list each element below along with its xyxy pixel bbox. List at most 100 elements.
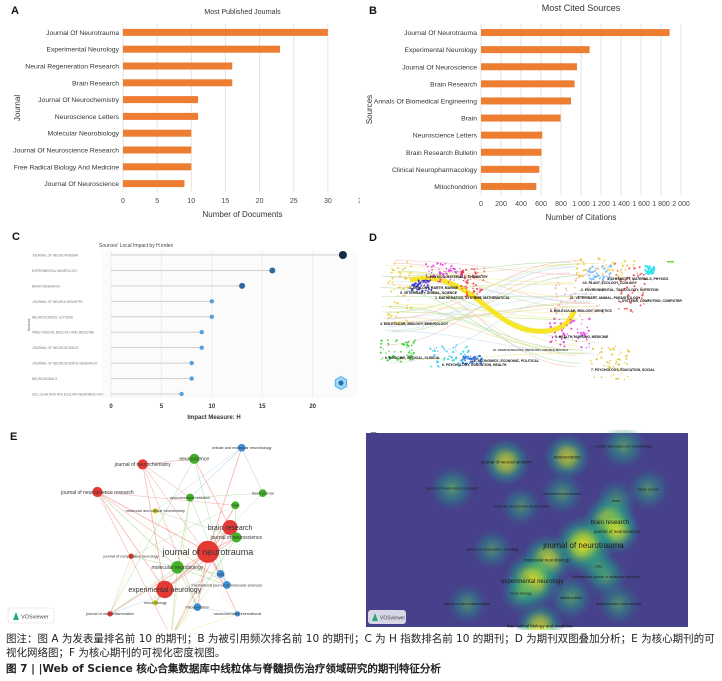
journal-point xyxy=(420,285,422,288)
journal-point xyxy=(430,365,433,368)
network-edge xyxy=(177,497,191,568)
density-node-label: neuroscience xyxy=(554,454,581,459)
journal-point xyxy=(447,281,450,284)
network-node xyxy=(196,540,220,563)
journal-point xyxy=(459,267,461,270)
journal-point xyxy=(633,285,636,288)
y-tick-label: Molecular Neurobiology xyxy=(48,131,120,138)
journal-point xyxy=(615,377,618,381)
journal-point xyxy=(457,364,460,367)
journal-point xyxy=(408,350,411,352)
journal-point xyxy=(597,257,600,260)
journal-point xyxy=(590,362,593,365)
journal-point xyxy=(432,264,435,267)
journal-point xyxy=(601,267,603,269)
y-tick-label: NEUROSCIENCE LETTERS xyxy=(32,315,73,319)
journal-point xyxy=(467,356,470,359)
journal-point xyxy=(461,361,464,364)
journal-point xyxy=(479,359,482,362)
journal-point xyxy=(393,350,396,353)
journal-point xyxy=(396,302,399,305)
journal-point xyxy=(449,267,452,270)
journal-point xyxy=(640,272,643,275)
journal-point xyxy=(382,348,385,350)
journal-point xyxy=(393,262,396,265)
panel-f: Fcellular and molecular neurobiologyjour… xyxy=(360,423,722,651)
journal-point xyxy=(462,350,465,353)
journal-point xyxy=(446,273,448,275)
journal-point xyxy=(430,271,433,274)
journal-point xyxy=(561,307,564,309)
bar xyxy=(481,29,670,37)
network-edge xyxy=(177,566,228,586)
journal-point xyxy=(625,357,628,360)
network-node xyxy=(231,532,242,543)
journal-point xyxy=(601,290,604,292)
journal-point xyxy=(574,279,577,282)
journal-point xyxy=(386,359,389,362)
journal-point xyxy=(566,289,568,292)
network-node-label: neurochemical research xyxy=(170,496,211,500)
journal-point xyxy=(598,304,601,306)
journal-point xyxy=(436,360,438,362)
journal-point xyxy=(590,293,592,295)
journal-point xyxy=(429,276,432,279)
journal-point xyxy=(555,339,557,342)
network-node-label: redox biology xyxy=(144,601,167,605)
citation-link xyxy=(389,305,584,351)
journal-point xyxy=(406,319,408,322)
journal-point xyxy=(618,358,621,361)
journal-point xyxy=(620,351,622,353)
journal-point xyxy=(465,268,468,271)
journal-point xyxy=(470,358,473,360)
journal-point xyxy=(407,298,409,301)
journal-point xyxy=(445,350,448,353)
journal-point xyxy=(620,289,623,293)
journal-point xyxy=(623,378,626,381)
lollipop-dot xyxy=(338,251,347,259)
journal-point xyxy=(405,341,408,344)
journal-point xyxy=(442,272,445,276)
journal-point xyxy=(465,281,468,284)
cluster-label-left: 5. VETERINARY, ANIMAL, SCIENCE xyxy=(400,291,458,295)
journal-point xyxy=(611,269,615,272)
citation-link xyxy=(383,272,571,346)
journal-point xyxy=(563,310,566,312)
network-node xyxy=(156,580,174,599)
journal-point xyxy=(406,347,408,349)
journal-point xyxy=(569,322,572,325)
y-tick-label: CELLULAR AND MOLECULAR NEUROBIOLOGY xyxy=(32,393,104,397)
journal-point xyxy=(379,346,382,349)
journal-point xyxy=(389,315,392,318)
bar xyxy=(123,45,281,53)
bar xyxy=(481,182,537,190)
journal-point xyxy=(632,265,634,267)
journal-point xyxy=(628,298,630,300)
network-node xyxy=(223,581,231,589)
network-edge xyxy=(241,447,263,494)
journal-point xyxy=(607,266,610,268)
journal-point xyxy=(651,271,654,274)
journal-point xyxy=(588,274,590,276)
journal-point xyxy=(437,280,440,283)
network-node-label: cellular and molecular neurobiology xyxy=(212,446,272,450)
density-node-label: journal of neuroscience research xyxy=(425,487,478,491)
journal-point xyxy=(598,352,601,354)
journal-point xyxy=(596,274,599,277)
citation-link xyxy=(393,303,579,319)
journal-point xyxy=(598,258,601,261)
journal-point xyxy=(451,359,454,362)
cluster-label-right: 7. PSYCHOLOGY, EDUCATION, SOCIAL xyxy=(591,368,655,372)
journal-point xyxy=(576,262,579,266)
journal-point xyxy=(430,286,433,289)
journal-point xyxy=(429,348,431,350)
lollipop-dot xyxy=(239,282,246,289)
journal-point xyxy=(581,295,584,298)
journal-point xyxy=(460,284,463,288)
network-edge xyxy=(193,458,231,528)
journal-point xyxy=(433,276,436,279)
journal-point xyxy=(617,369,620,372)
journal-point xyxy=(466,294,469,297)
journal-point xyxy=(598,277,601,280)
journal-point xyxy=(450,265,453,268)
